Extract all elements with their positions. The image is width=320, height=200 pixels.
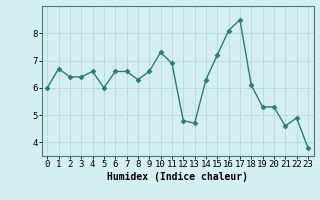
X-axis label: Humidex (Indice chaleur): Humidex (Indice chaleur) bbox=[107, 172, 248, 182]
